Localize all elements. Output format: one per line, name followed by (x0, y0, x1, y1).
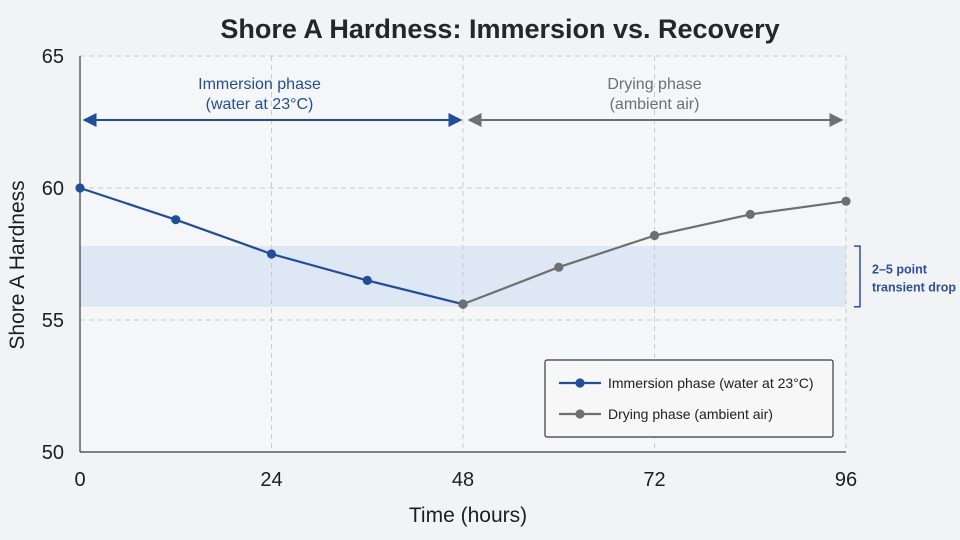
data-point (841, 196, 851, 206)
data-point (171, 215, 181, 225)
band-bracket (854, 245, 861, 308)
phase-label-title: Drying phase (607, 76, 701, 93)
legend-box (544, 359, 834, 438)
y-axis-label: Shore A Hardness (6, 180, 29, 349)
x-tick-label: 72 (643, 469, 665, 491)
legend-swatch-point (575, 378, 585, 388)
legend-entry-label: Drying phase (ambient air) (608, 406, 773, 422)
phase-label-title: Immersion phase (198, 76, 321, 93)
x-tick-label: 96 (835, 469, 857, 491)
legend-swatch-point (575, 409, 585, 419)
phase-label-subtitle: (ambient air) (610, 96, 700, 113)
data-point (75, 183, 85, 193)
y-tick-label: 50 (42, 442, 64, 464)
data-point (266, 249, 277, 259)
y-tick-label: 55 (42, 310, 64, 332)
chart-title: Shore A Hardness: Immersion vs. Recovery (220, 14, 779, 44)
phase-label-subtitle: (water at 23°C) (206, 96, 314, 113)
band-label-line2: transient drop (872, 280, 956, 294)
data-point (458, 299, 468, 309)
x-tick-label: 48 (452, 469, 474, 491)
x-axis-label: Time (hours) (409, 504, 527, 527)
x-tick-label: 0 (74, 469, 85, 491)
data-point (554, 262, 564, 272)
data-point (745, 209, 755, 219)
x-tick-label: 24 (260, 469, 282, 491)
data-point (362, 275, 372, 285)
data-point (649, 230, 660, 241)
legend-entry-label: Immersion phase (water at 23°C) (608, 375, 814, 391)
band-label-line1: 2–5 point (872, 262, 928, 276)
y-tick-label: 60 (42, 178, 64, 200)
y-tick-label: 65 (42, 46, 64, 68)
